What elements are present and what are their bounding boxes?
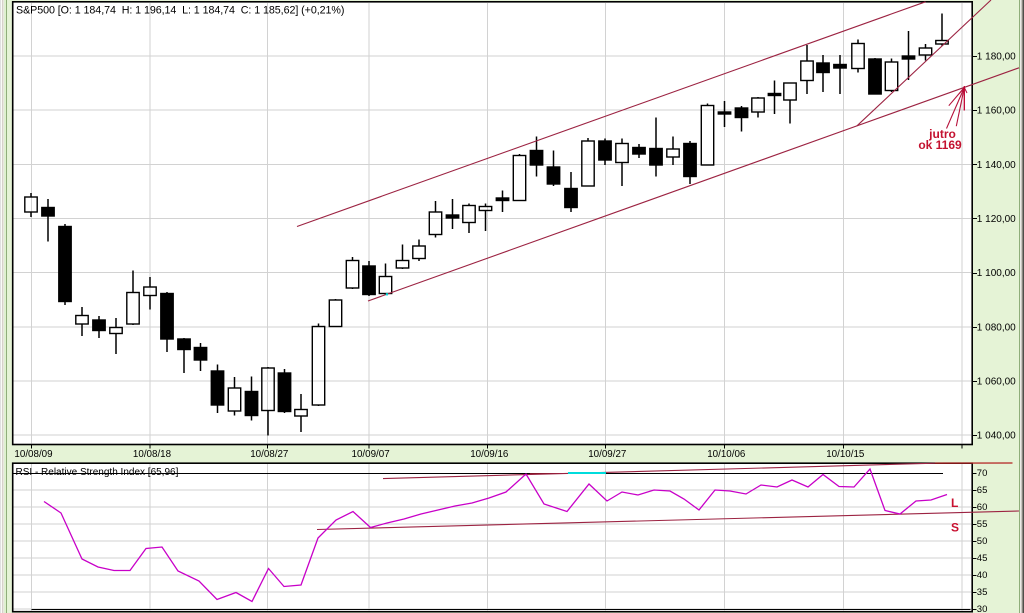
svg-text:RSI - Relative Strength Index: RSI - Relative Strength Index [65,96] <box>16 467 179 478</box>
svg-text:10/08/09: 10/08/09 <box>14 449 52 460</box>
svg-text:10/09/07: 10/09/07 <box>352 449 390 460</box>
svg-text:10/09/27: 10/09/27 <box>588 449 626 460</box>
svg-text:10/08/27: 10/08/27 <box>250 449 288 460</box>
svg-text:10/09/16: 10/09/16 <box>470 449 509 460</box>
svg-text:10/10/06: 10/10/06 <box>707 449 746 460</box>
svg-text:1 040,00: 1 040,00 <box>977 431 1016 442</box>
svg-text:10/10/15: 10/10/15 <box>826 449 865 460</box>
svg-text:45: 45 <box>977 553 988 564</box>
svg-text:1 060,00: 1 060,00 <box>977 376 1016 387</box>
svg-text:10/08/18: 10/08/18 <box>133 449 172 460</box>
svg-text:35: 35 <box>977 587 988 598</box>
svg-text:70: 70 <box>977 468 988 479</box>
svg-text:55: 55 <box>977 519 988 530</box>
svg-text:S: S <box>951 521 959 535</box>
svg-text:60: 60 <box>977 502 988 513</box>
svg-text:ok 1169: ok 1169 <box>918 138 962 152</box>
svg-text:40: 40 <box>977 570 988 581</box>
svg-text:1 180,00: 1 180,00 <box>977 52 1016 63</box>
svg-text:jutro: jutro <box>928 127 956 141</box>
svg-text:1 160,00: 1 160,00 <box>977 106 1016 117</box>
svg-text:S&P500 [O: 1 184,74 H: 1 196,: S&P500 [O: 1 184,74 H: 1 196,14 L: 1 184… <box>16 5 344 17</box>
svg-text:50: 50 <box>977 536 988 547</box>
svg-text:1 080,00: 1 080,00 <box>977 322 1016 333</box>
svg-text:L: L <box>951 496 958 510</box>
svg-text:65: 65 <box>977 485 988 496</box>
svg-text:1 140,00: 1 140,00 <box>977 160 1016 171</box>
svg-text:1 100,00: 1 100,00 <box>977 268 1016 279</box>
svg-text:1 120,00: 1 120,00 <box>977 214 1016 225</box>
svg-text:30: 30 <box>977 604 988 613</box>
